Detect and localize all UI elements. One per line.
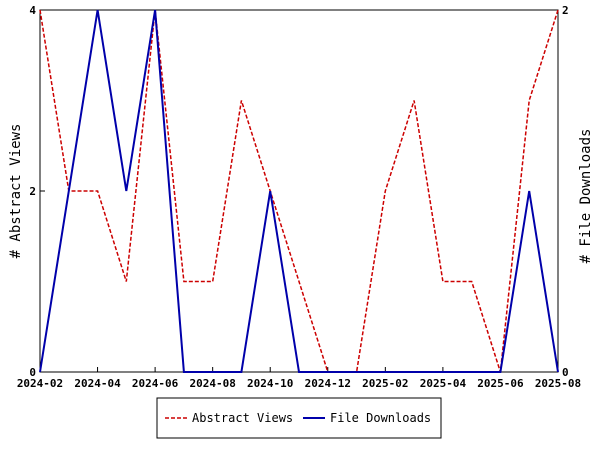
y-tick-label-left: 0 — [29, 366, 36, 379]
series-line-file-downloads — [39, 9, 559, 373]
x-tick-label: 2024-12 — [305, 377, 351, 390]
series-layer — [39, 9, 559, 373]
x-tick-label: 2025-06 — [477, 377, 524, 390]
x-tick-label: 2025-02 — [362, 377, 408, 390]
y-axis-label-left: # Abstract Views — [8, 124, 24, 259]
legend-box — [156, 397, 442, 439]
x-tick-label: 2025-08 — [535, 377, 581, 390]
series-line-abstract-views — [39, 9, 559, 373]
plot-area — [39, 9, 559, 373]
x-tick-label: 2024-08 — [189, 377, 235, 390]
axis-ticks: 2024-02 2024-04 2024-06 2024-08 2024-10 2024-… — [17, 4, 581, 390]
y-tick-label-right: 0 — [562, 366, 569, 379]
legend: Abstract Views File Downloads — [156, 397, 442, 439]
legend-label-file-downloads: File Downloads — [330, 411, 431, 425]
legend-label-abstract-views: Abstract Views — [192, 411, 293, 425]
y-tick-label-left: 2 — [29, 185, 36, 198]
x-tick-label: 2024-06 — [132, 377, 179, 390]
x-tick-label: 2024-04 — [74, 377, 121, 390]
x-tick-label: 2025-04 — [420, 377, 467, 390]
x-tick-label: 2024-02 — [17, 377, 63, 390]
y-tick-label-right: 2 — [562, 4, 569, 17]
x-tick-label: 2024-10 — [247, 377, 293, 390]
y-axis-label-right: # File Downloads — [578, 129, 594, 264]
y-tick-label-left: 4 — [29, 4, 36, 17]
